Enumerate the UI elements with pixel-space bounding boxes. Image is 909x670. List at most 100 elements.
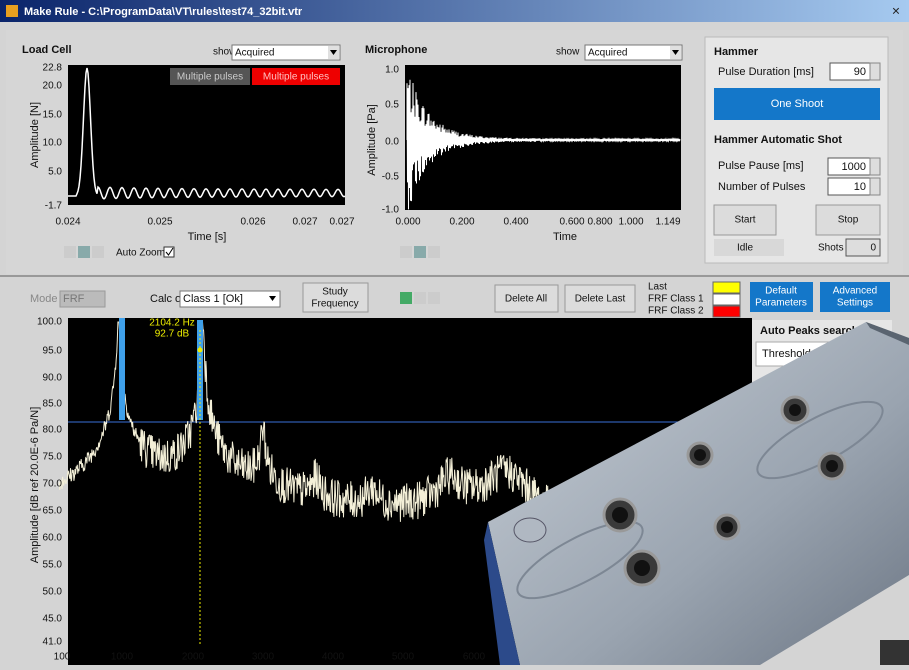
x-tick-label: 0.200 — [449, 217, 474, 228]
window-title: Make Rule - C:\ProgramData\VT\rules\test… — [24, 6, 303, 18]
y-tick-label: 65.0 — [43, 506, 63, 517]
y-tick-label: 85.0 — [43, 399, 63, 410]
y-tick-label: 70.0 — [43, 479, 63, 490]
y-tick-label: -0.5 — [382, 172, 400, 183]
zoom-tools[interactable] — [400, 246, 440, 258]
panel-title: Load Cell — [22, 44, 72, 56]
label: Shots — [818, 243, 844, 254]
spinner[interactable] — [870, 178, 880, 195]
legend-label: FRF Class 1 — [648, 294, 704, 305]
dropdown-value: FRF — [63, 293, 85, 305]
x-tick-label: 1.000 — [618, 217, 643, 228]
x-tick-label: 0.800 — [587, 217, 612, 228]
button-label: Study — [322, 287, 348, 298]
x-tick-label: 1.149 — [655, 217, 680, 228]
y-tick-label: 41.0 — [43, 637, 63, 648]
dropdown-value: Acquired — [235, 48, 274, 59]
button-label: Parameters — [755, 298, 807, 309]
x-tick-label: 0.024 — [55, 217, 80, 228]
button-label: Frequency — [311, 299, 358, 310]
legend-label: FRF Class 2 — [648, 306, 704, 317]
label: Pulse Pause [ms] — [718, 160, 804, 172]
input-value: 1000 — [842, 161, 866, 173]
button-label: Delete All — [505, 294, 547, 305]
y-tick-label: 50.0 — [43, 587, 63, 598]
button-label: Default — [765, 286, 797, 297]
close-button[interactable]: × — [892, 3, 900, 19]
x-tick-label: 0.026 — [240, 217, 265, 228]
marker-label: 2104.2 Hz — [149, 318, 195, 329]
legend-swatch — [713, 282, 740, 293]
panel-title: Hammer — [714, 46, 759, 58]
cursor-point — [198, 348, 203, 353]
x-tick-label: 0.027 — [329, 217, 354, 228]
app-icon — [6, 5, 18, 17]
button-label: Delete Last — [575, 294, 626, 305]
label: show — [556, 47, 580, 58]
x-tick-label: 4000 — [322, 652, 345, 663]
zoom-tools[interactable] — [64, 246, 104, 258]
section-title: Hammer Automatic Shot — [714, 134, 842, 146]
button-label: Stop — [838, 215, 859, 226]
legend-swatch — [713, 306, 740, 317]
y-tick-label: 20.0 — [43, 81, 63, 92]
y-tick-label: 22.8 — [43, 63, 63, 74]
y-tick-label: 0.5 — [385, 100, 399, 111]
peak-marker — [119, 318, 125, 420]
x-tick-label: 0.027 — [292, 217, 317, 228]
y-tick-label: -1.7 — [45, 201, 63, 212]
x-tick-label: 0.400 — [503, 217, 528, 228]
zoom-tools[interactable] — [400, 292, 440, 304]
button-label: One Shoot — [771, 98, 824, 110]
x-axis-label: Time — [553, 231, 577, 243]
shots-value: 0 — [870, 243, 876, 254]
y-tick-label: 15.0 — [43, 110, 63, 121]
y-tick-label: 75.0 — [43, 452, 63, 463]
x-tick-label: 5000 — [392, 652, 415, 663]
button-label: Start — [734, 215, 755, 226]
legend-label: Last — [648, 282, 667, 293]
spinner[interactable] — [870, 158, 880, 175]
dropdown-value: Acquired — [588, 48, 627, 59]
button-label: Advanced — [833, 286, 877, 297]
spinner[interactable] — [870, 63, 880, 80]
y-tick-label: 100.0 — [37, 317, 62, 328]
y-tick-label: 45.0 — [43, 614, 63, 625]
y-tick-label: 5.0 — [48, 167, 62, 178]
button-label: Multiple pulses — [177, 72, 243, 83]
x-tick-label: 1000 — [111, 652, 134, 663]
page: {"window": {"title": "Make Rule - C:\\Pr… — [0, 0, 909, 665]
legend-swatch — [713, 294, 740, 305]
button-label: Multiple pulses — [263, 72, 329, 83]
label: Mode — [30, 293, 58, 305]
x-tick-label: 0.025 — [147, 217, 172, 228]
y-axis-label: Amplitude [dB ref 20.0E-6 Pa/N] — [29, 407, 41, 564]
y-axis-label: Amplitude [N] — [29, 102, 41, 168]
screen: Make Rule - C:\ProgramData\VT\rules\test… — [0, 0, 909, 665]
y-tick-label: -1.0 — [382, 205, 400, 216]
y-tick-label: 10.0 — [43, 138, 63, 149]
input-value: 10 — [854, 181, 866, 193]
x-tick-label: 0.000 — [395, 217, 420, 228]
marker-label: 92.7 dB — [155, 329, 190, 340]
x-tick-label: 3000 — [252, 652, 275, 663]
y-tick-label: 55.0 — [43, 560, 63, 571]
y-tick-label: 80.0 — [43, 425, 63, 436]
x-tick-label: 100 — [54, 652, 71, 663]
x-tick-label: 0.600 — [559, 217, 584, 228]
y-tick-label: 60.0 — [43, 533, 63, 544]
panel-title: Microphone — [365, 44, 427, 56]
label: Number of Pulses — [718, 181, 806, 193]
y-tick-label: 95.0 — [43, 346, 63, 357]
status: Idle — [737, 243, 754, 254]
dropdown-value: Class 1 [Ok] — [183, 293, 243, 305]
y-tick-label: 90.0 — [43, 373, 63, 384]
button-label: Settings — [837, 298, 873, 309]
input-value: 90 — [854, 66, 866, 78]
x-tick-label: 6000 — [463, 652, 486, 663]
x-tick-label: 2000 — [182, 652, 205, 663]
label: Pulse Duration [ms] — [718, 66, 814, 78]
checkbox-label: Auto Zoom — [116, 248, 165, 259]
y-axis-label: Amplitude [Pa] — [366, 104, 378, 176]
x-axis-label: Time [s] — [188, 231, 227, 243]
